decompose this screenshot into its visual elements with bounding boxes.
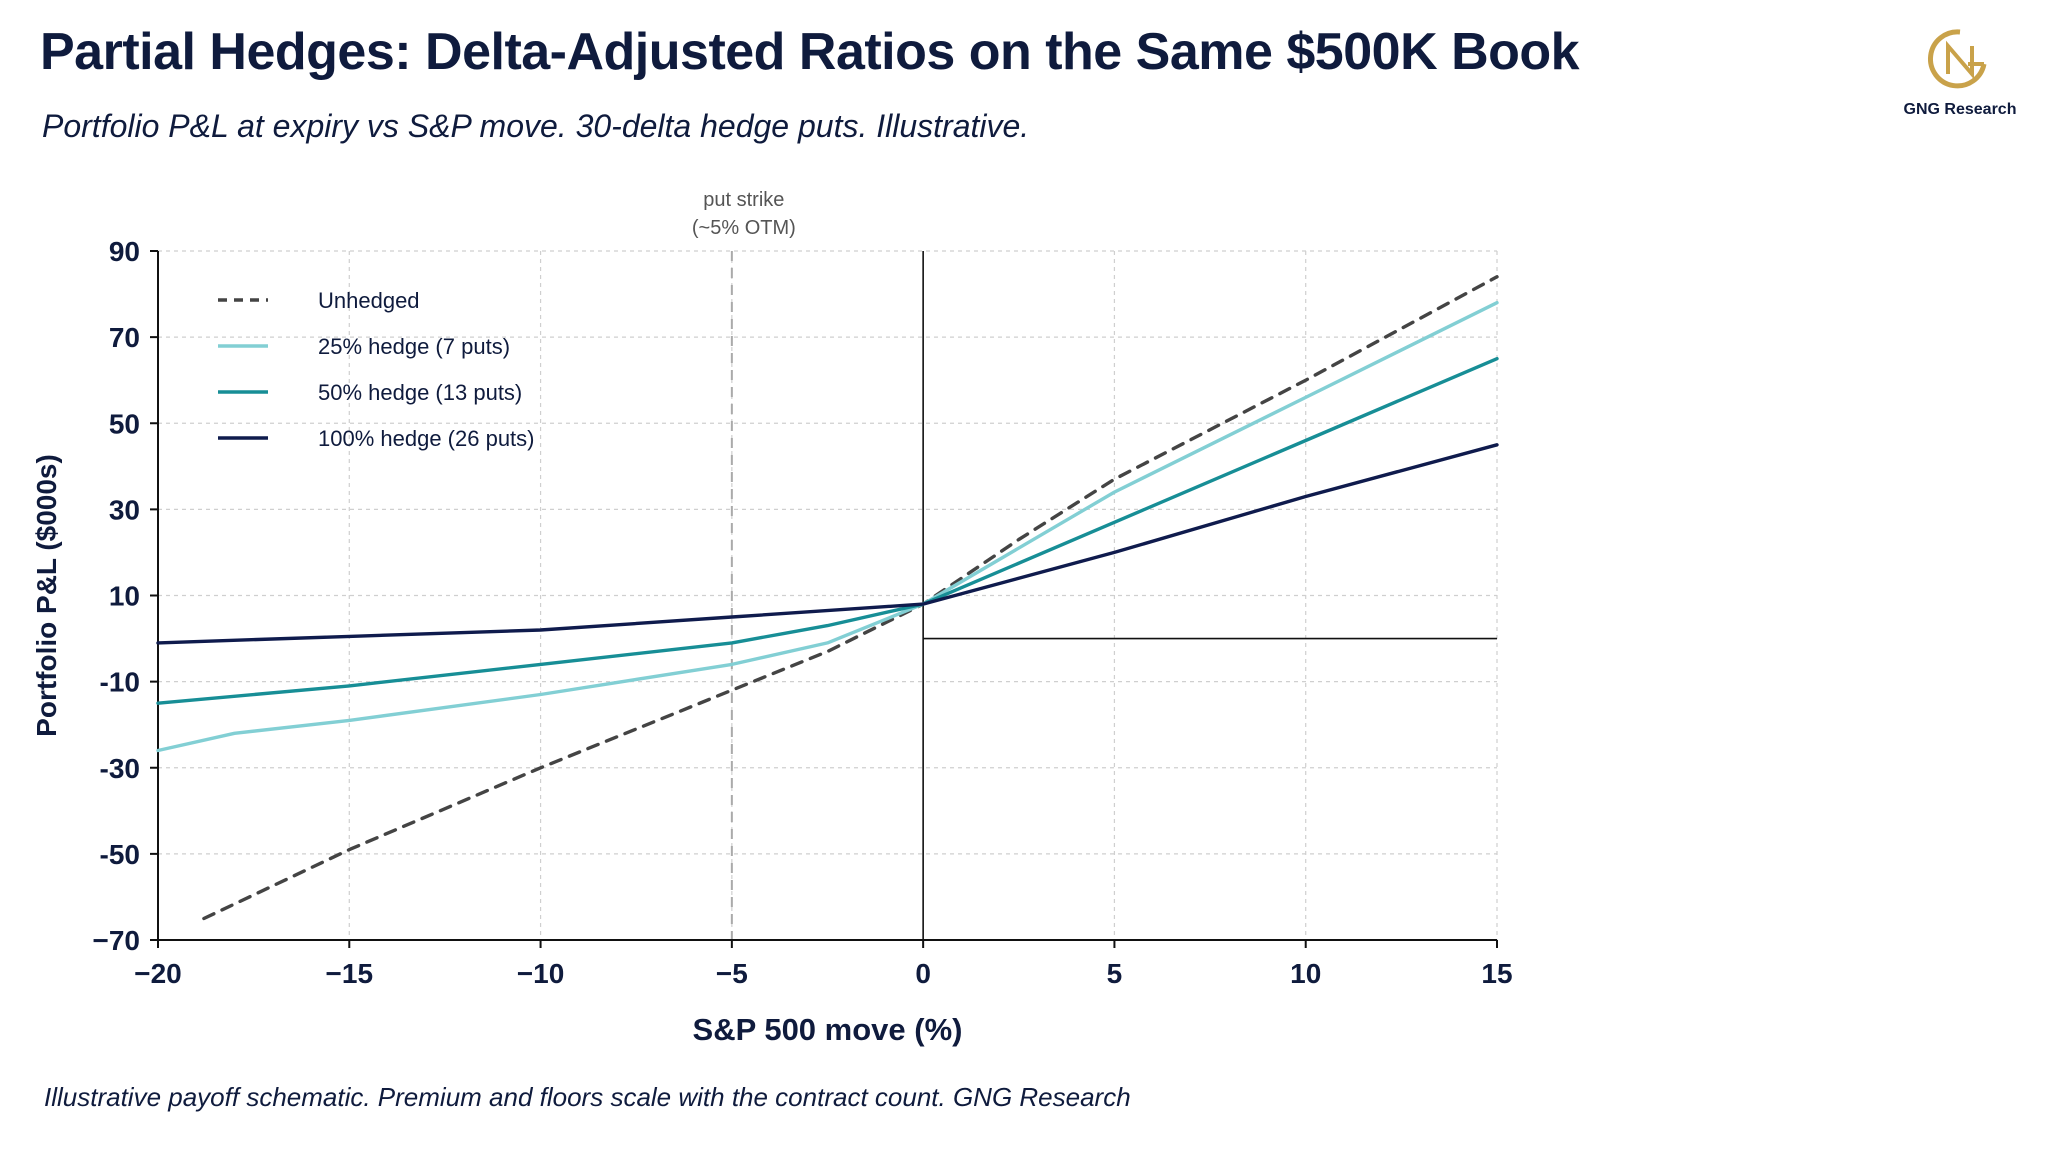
y-tick-label: -50 bbox=[100, 839, 140, 870]
y-tick-label: 50 bbox=[109, 408, 140, 439]
chart-subtitle: Portfolio P&L at expiry vs S&P move. 30-… bbox=[42, 108, 1030, 144]
x-axis-title: S&P 500 move (%) bbox=[693, 1012, 963, 1047]
y-tick-label: 90 bbox=[109, 236, 140, 267]
legend-label-0: Unhedged bbox=[318, 288, 420, 313]
x-tick-label: −15 bbox=[326, 958, 374, 989]
x-tick-label: 10 bbox=[1290, 958, 1321, 989]
legend-label-2: 50% hedge (13 puts) bbox=[318, 380, 522, 405]
footer-note: Illustrative payoff schematic. Premium a… bbox=[44, 1082, 1131, 1112]
brand-logo: GNG Research bbox=[1890, 24, 2030, 119]
legend-label-1: 25% hedge (7 puts) bbox=[318, 334, 510, 359]
gng-monogram-icon bbox=[1928, 29, 1987, 89]
brand-name: GNG Research bbox=[1903, 101, 2017, 118]
put-strike-label: (~5% OTM) bbox=[692, 217, 796, 239]
x-tick-label: −20 bbox=[134, 958, 182, 989]
series-line-2 bbox=[156, 357, 1499, 705]
y-axis-title: Portfolio P&L ($000s) bbox=[31, 454, 62, 737]
y-tick-label: -30 bbox=[100, 753, 140, 784]
x-tick-label: 15 bbox=[1481, 958, 1512, 989]
chart-title: Partial Hedges: Delta-Adjusted Ratios on… bbox=[40, 23, 1580, 81]
y-tick-label: -10 bbox=[100, 667, 140, 698]
put-strike-label: put strike bbox=[703, 189, 784, 211]
series-lines bbox=[156, 275, 1499, 921]
axes bbox=[150, 250, 1498, 948]
legend: Unhedged 25% hedge (7 puts) 50% hedge (13 … bbox=[218, 288, 535, 451]
y-tick-label: 30 bbox=[109, 494, 140, 525]
legend-label-3: 100% hedge (26 puts) bbox=[318, 426, 535, 451]
series-line-0 bbox=[202, 275, 1499, 921]
x-tick-label: 0 bbox=[915, 958, 931, 989]
y-tick-label: −70 bbox=[93, 925, 141, 956]
x-tick-label: −5 bbox=[716, 958, 748, 989]
axis-labels: put strike (~5% OTM) −20 −15 −10 −5 0 5 10 15 −70 -… bbox=[31, 189, 1513, 1047]
series-line-3 bbox=[156, 443, 1499, 645]
y-tick-label: 10 bbox=[109, 581, 140, 612]
x-tick-label: 5 bbox=[1107, 958, 1123, 989]
series-line-1 bbox=[156, 301, 1499, 753]
y-tick-label: 70 bbox=[109, 322, 140, 353]
x-tick-label: −10 bbox=[517, 958, 565, 989]
